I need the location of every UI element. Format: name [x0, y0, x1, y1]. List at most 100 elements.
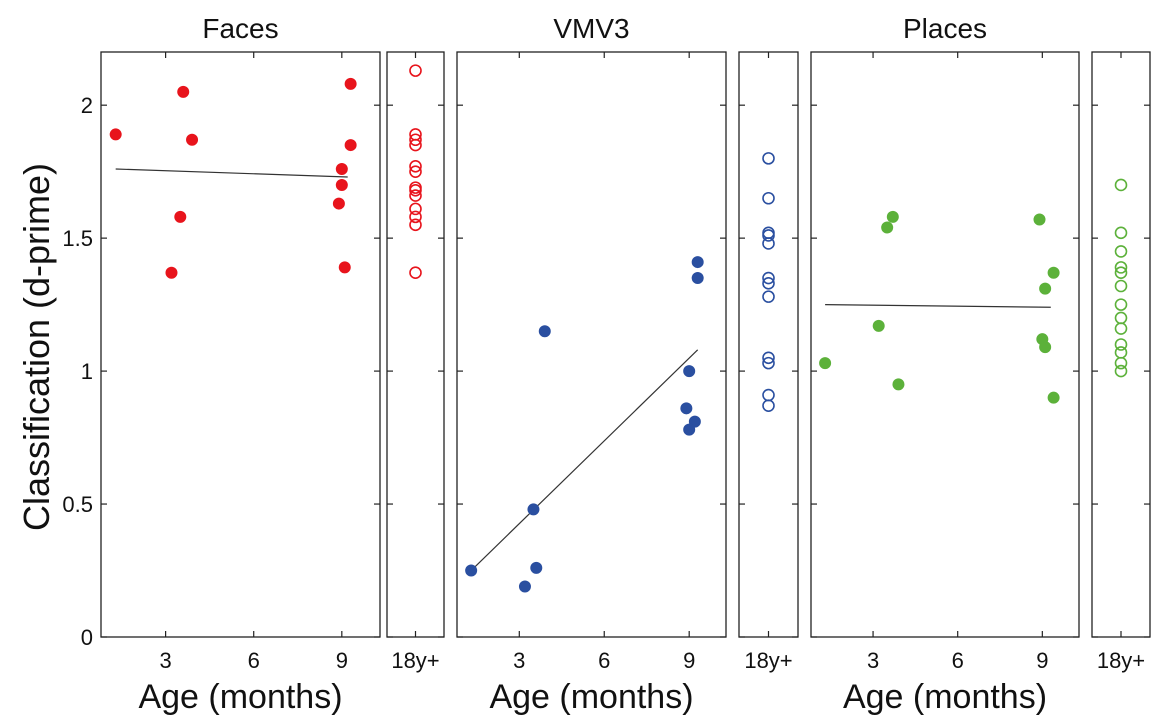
adult-point — [409, 138, 422, 152]
adult-point — [409, 133, 422, 147]
panel-frame — [456, 51, 727, 638]
adult-point — [1114, 338, 1128, 351]
infant-point — [1039, 282, 1052, 295]
adult-point — [409, 165, 422, 178]
infant-point — [338, 261, 351, 274]
x-axis-label: Age (months) — [843, 678, 1047, 716]
x-axis-label: Age (months) — [489, 678, 693, 716]
y-tick-label: 1 — [81, 359, 93, 384]
infant-point — [332, 197, 345, 210]
infant-point — [518, 580, 531, 593]
x-tick-label: 6 — [598, 648, 610, 673]
x-tick-label: 6 — [952, 648, 964, 673]
x-tick-label: 3 — [159, 648, 171, 673]
infant-point — [465, 564, 478, 577]
infant-point — [680, 402, 693, 415]
adult-tick-label: 18y+ — [1097, 648, 1145, 673]
infant-point — [1039, 341, 1052, 354]
panel-frame — [810, 51, 1080, 638]
adult-point — [762, 226, 775, 240]
adult-point — [1114, 178, 1128, 192]
adult-point — [409, 189, 422, 202]
infant-point — [1047, 391, 1060, 404]
adult-point — [409, 210, 422, 224]
adult-point — [762, 388, 775, 402]
adult-point — [409, 266, 422, 280]
axes-layer — [100, 51, 1151, 638]
infant-point — [691, 272, 704, 285]
x-tick-label: 9 — [1036, 648, 1048, 673]
x-tick-label: 6 — [248, 648, 260, 673]
x-axis-label: Age (months) — [138, 678, 342, 716]
adult-point — [1114, 311, 1128, 325]
infant-point — [186, 133, 199, 146]
infant-point — [527, 503, 540, 516]
marks-layer — [109, 64, 1128, 593]
infant-point — [1047, 266, 1060, 279]
infant-point — [683, 423, 696, 436]
adult-point — [762, 229, 775, 242]
adult-point — [762, 191, 775, 205]
panel-title: Faces — [202, 13, 278, 44]
adult-point — [762, 290, 775, 303]
infant-point — [691, 256, 704, 269]
adult-panel-frame — [738, 51, 799, 638]
adult-point — [409, 218, 422, 232]
infant-point — [344, 77, 357, 90]
panel-title: Places — [903, 13, 987, 44]
adult-point — [1114, 346, 1128, 359]
infant-point — [174, 210, 187, 223]
adult-point — [1114, 226, 1128, 240]
text-layer: 3 6 9 18y+ Faces Age (months) 3 6 9 18y+ VMV3 Age (… — [62, 13, 1145, 716]
panel-title: VMV3 — [553, 13, 629, 44]
adult-tick-label: 18y+ — [391, 648, 439, 673]
adult-point — [1114, 356, 1128, 370]
adult-panel-frame — [1091, 51, 1151, 638]
x-tick-label: 9 — [683, 648, 695, 673]
adult-point — [1114, 245, 1128, 258]
adult-point — [1114, 322, 1128, 335]
y-tick-label: 0.5 — [62, 492, 93, 517]
adult-point — [409, 160, 422, 173]
infant-point — [344, 139, 357, 152]
adult-point — [762, 152, 775, 165]
infant-point — [683, 365, 696, 378]
infant-point — [819, 357, 832, 370]
fit-line — [825, 304, 1051, 308]
infant-point — [335, 178, 348, 191]
adult-point — [762, 271, 775, 285]
infant-point — [881, 221, 894, 234]
infant-point — [530, 561, 543, 574]
infant-point — [177, 85, 190, 98]
adult-point — [762, 356, 775, 370]
adult-point — [409, 202, 422, 216]
infant-point — [165, 266, 178, 279]
y-axis-label: Classification (d-prime) — [16, 163, 57, 531]
infant-point — [109, 128, 122, 141]
fit-line — [115, 168, 348, 178]
adult-point — [1114, 298, 1128, 311]
x-tick-label: 9 — [336, 648, 348, 673]
adult-point — [409, 183, 422, 197]
panel-frame — [100, 51, 381, 638]
y-tick-label: 2 — [81, 93, 93, 118]
y-tick-label: 0 — [81, 625, 93, 650]
fit-line — [470, 349, 699, 571]
adult-point — [762, 351, 775, 365]
adult-point — [762, 277, 775, 290]
infant-point — [335, 163, 348, 175]
adult-tick-label: 18y+ — [744, 648, 792, 673]
adult-point — [1114, 364, 1128, 378]
adult-point — [1114, 279, 1128, 293]
x-tick-label: 3 — [513, 648, 525, 673]
infant-point — [538, 325, 551, 338]
adult-point — [409, 64, 422, 77]
y-tick-label: 1.5 — [62, 226, 93, 251]
adult-point — [762, 399, 775, 412]
adult-point — [1114, 261, 1128, 274]
infant-point — [886, 210, 899, 223]
adult-point — [762, 237, 775, 250]
infant-point — [872, 319, 885, 332]
x-tick-label: 3 — [867, 648, 879, 673]
